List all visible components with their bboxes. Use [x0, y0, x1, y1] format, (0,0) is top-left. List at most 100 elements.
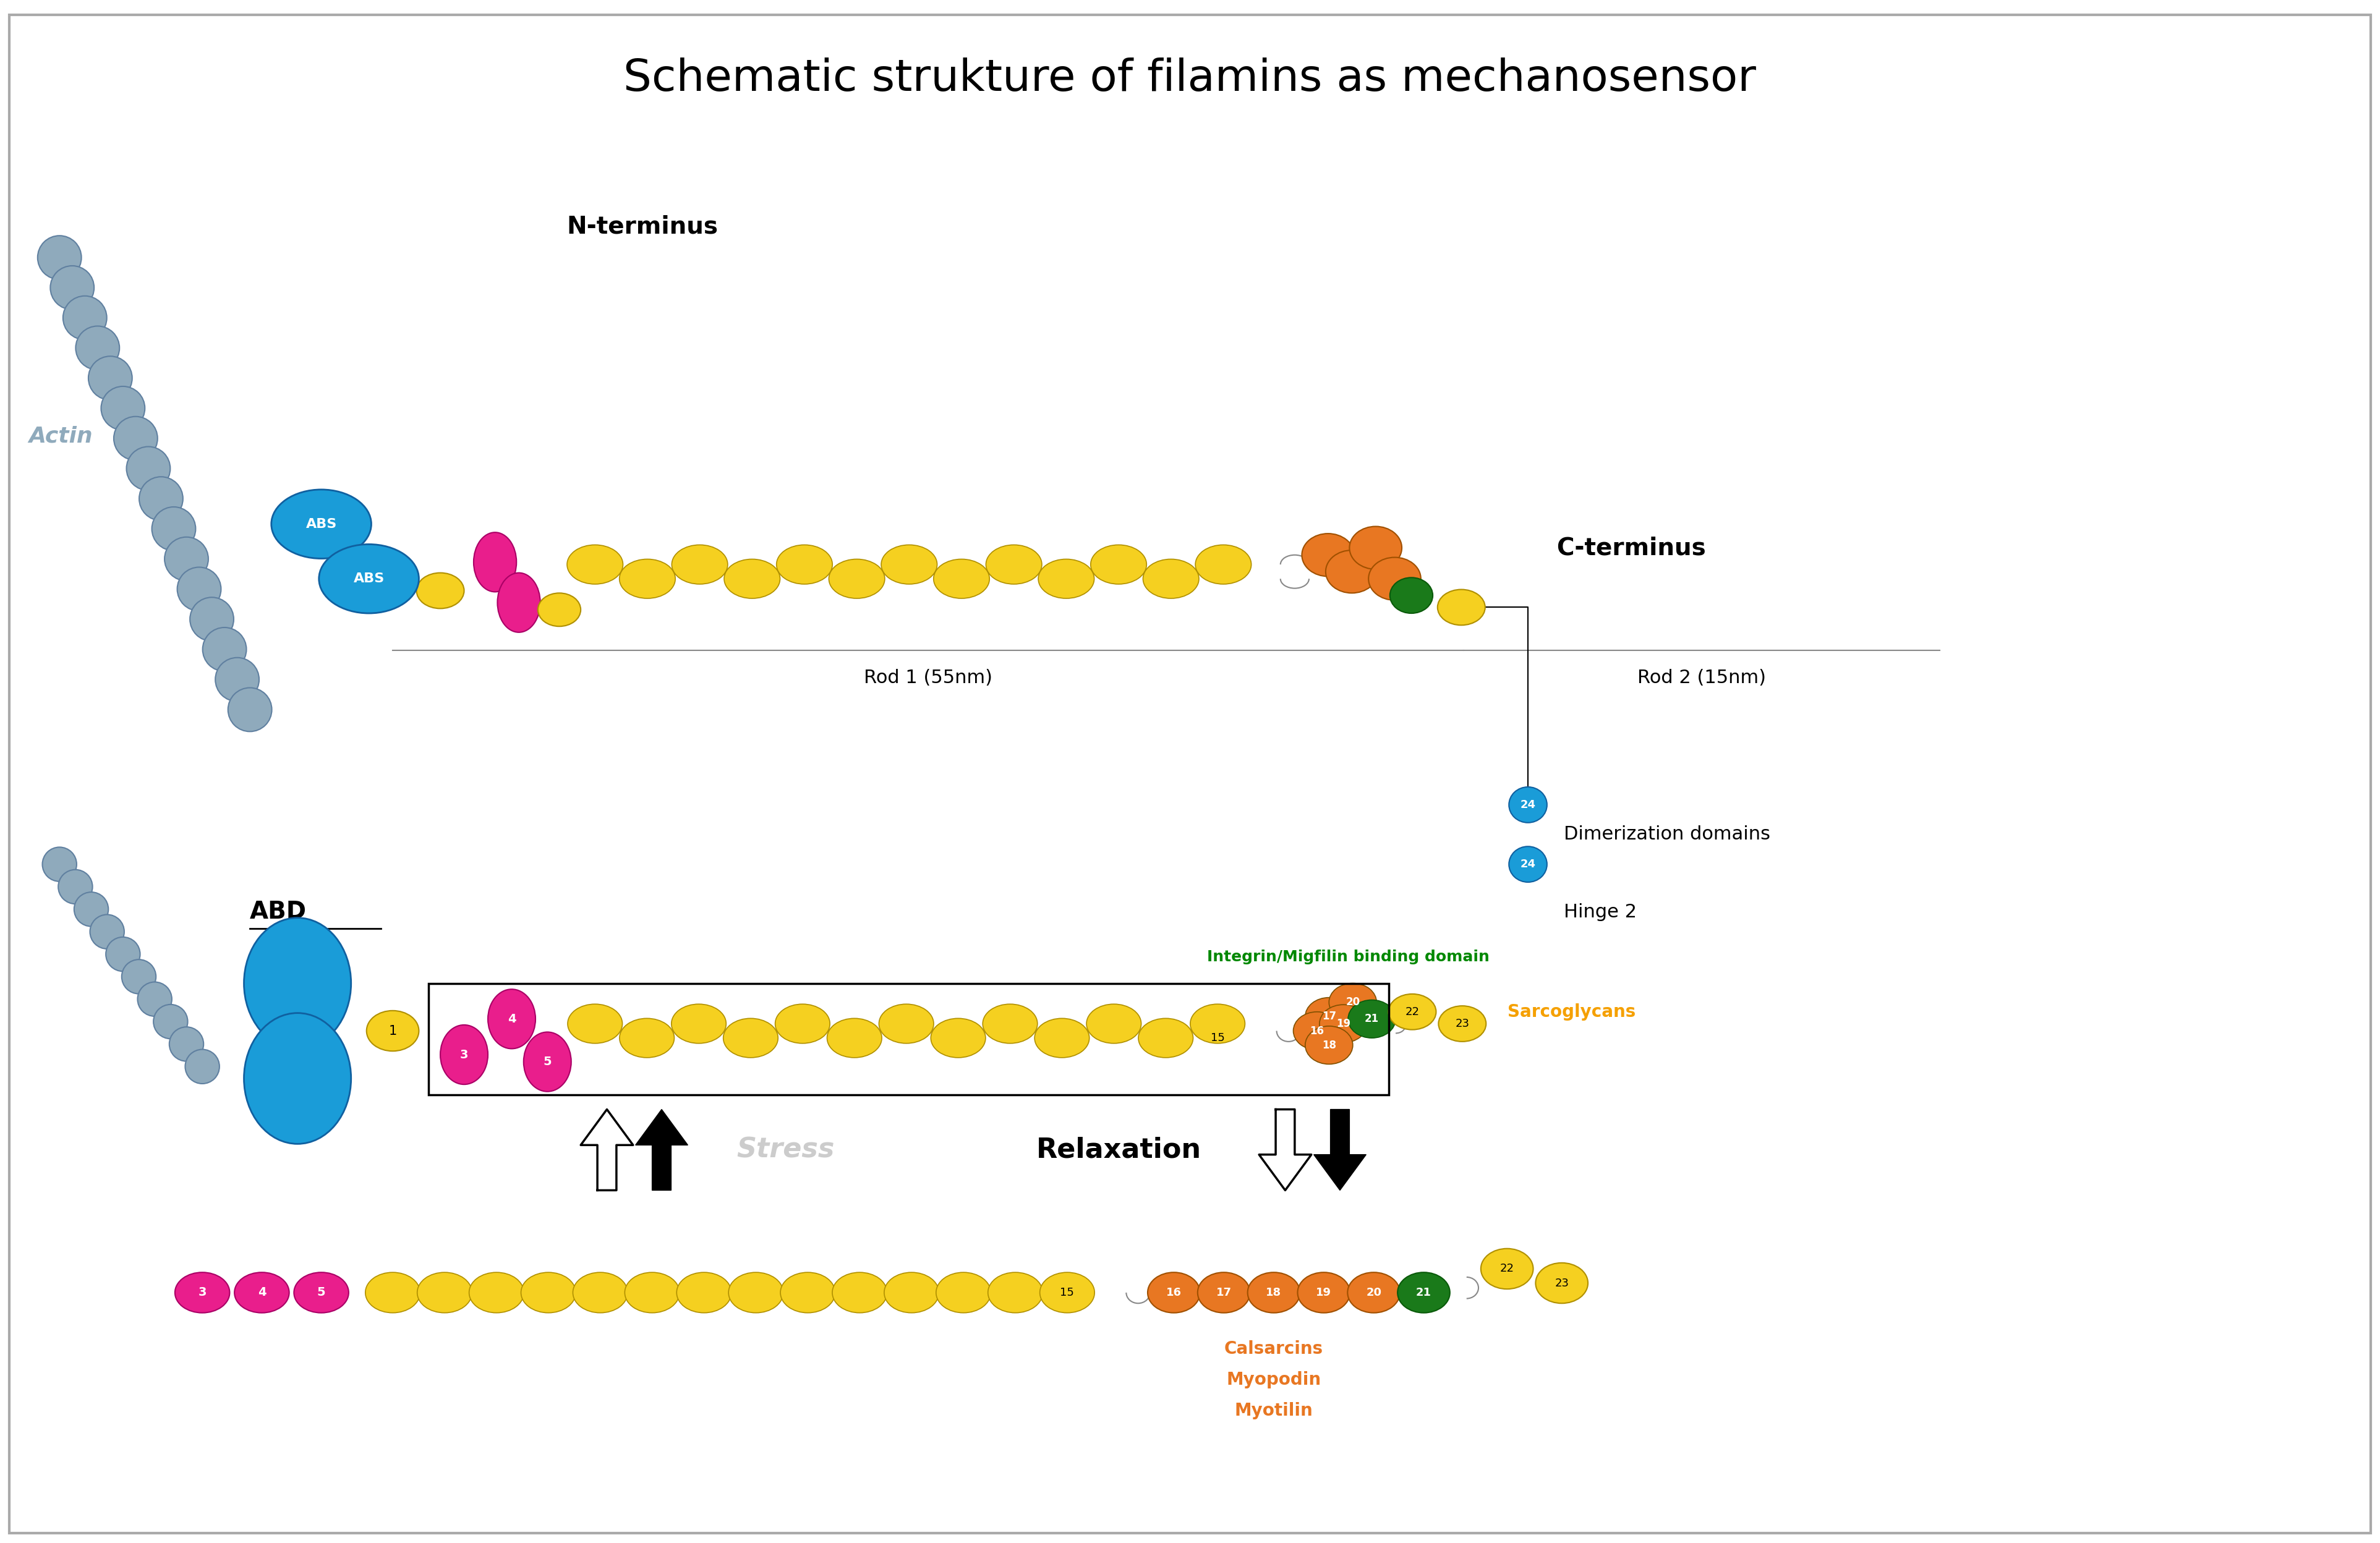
- Circle shape: [62, 296, 107, 339]
- Circle shape: [186, 1049, 219, 1083]
- Text: 3: 3: [459, 1049, 469, 1060]
- Ellipse shape: [1319, 1004, 1366, 1043]
- Text: 19: 19: [1316, 1287, 1330, 1298]
- Circle shape: [100, 386, 145, 430]
- Text: Dimerization domains: Dimerization domains: [1564, 826, 1771, 844]
- Text: 17: 17: [1321, 1011, 1335, 1021]
- Ellipse shape: [1304, 997, 1352, 1035]
- Ellipse shape: [367, 1273, 421, 1313]
- Ellipse shape: [245, 1014, 352, 1143]
- Ellipse shape: [176, 1273, 231, 1313]
- Ellipse shape: [524, 1032, 571, 1091]
- Ellipse shape: [776, 545, 833, 585]
- Text: 5: 5: [543, 1055, 552, 1068]
- Text: 16: 16: [1166, 1287, 1180, 1298]
- Ellipse shape: [833, 1273, 888, 1313]
- Ellipse shape: [1397, 1273, 1449, 1313]
- Ellipse shape: [776, 1004, 831, 1043]
- Text: 22: 22: [1404, 1006, 1418, 1017]
- Text: Actin: Actin: [29, 426, 93, 446]
- Text: ABD: ABD: [250, 900, 307, 924]
- Text: Sarcoglycans: Sarcoglycans: [1507, 1003, 1635, 1020]
- Polygon shape: [1314, 1109, 1366, 1190]
- Ellipse shape: [676, 1273, 731, 1313]
- Text: 21: 21: [1364, 1014, 1378, 1025]
- Ellipse shape: [566, 545, 624, 585]
- Circle shape: [152, 508, 195, 551]
- Ellipse shape: [474, 532, 516, 593]
- Ellipse shape: [497, 572, 540, 633]
- Ellipse shape: [1090, 545, 1147, 585]
- Ellipse shape: [1509, 847, 1547, 883]
- Circle shape: [43, 847, 76, 881]
- Circle shape: [121, 960, 157, 994]
- Ellipse shape: [1438, 1006, 1485, 1042]
- Text: 24: 24: [1521, 859, 1535, 870]
- Ellipse shape: [931, 1018, 985, 1057]
- Polygon shape: [635, 1109, 688, 1190]
- Text: ABS: ABS: [352, 572, 386, 585]
- Circle shape: [88, 356, 133, 400]
- Text: 20: 20: [1345, 997, 1359, 1008]
- Ellipse shape: [1297, 1273, 1349, 1313]
- Ellipse shape: [828, 1018, 883, 1057]
- Ellipse shape: [724, 559, 781, 599]
- Circle shape: [38, 236, 81, 279]
- Polygon shape: [1259, 1109, 1311, 1190]
- Text: 15: 15: [1059, 1287, 1073, 1298]
- Ellipse shape: [828, 559, 885, 599]
- Ellipse shape: [619, 559, 676, 599]
- Text: Schematic strukture of filamins as mechanosensor: Schematic strukture of filamins as mecha…: [624, 57, 1756, 100]
- Circle shape: [164, 537, 209, 580]
- Text: Hinge 2: Hinge 2: [1564, 903, 1637, 921]
- Ellipse shape: [1388, 994, 1435, 1029]
- Ellipse shape: [245, 918, 352, 1049]
- Polygon shape: [581, 1109, 633, 1190]
- Text: Calsarcins: Calsarcins: [1223, 1341, 1323, 1358]
- Circle shape: [214, 657, 259, 702]
- Circle shape: [138, 477, 183, 520]
- Text: Integrin/Migfilin binding domain: Integrin/Migfilin binding domain: [1207, 949, 1490, 964]
- Ellipse shape: [1035, 1018, 1090, 1057]
- Ellipse shape: [671, 545, 728, 585]
- Ellipse shape: [671, 1004, 726, 1043]
- Ellipse shape: [1328, 983, 1376, 1021]
- Ellipse shape: [1347, 1000, 1395, 1038]
- Ellipse shape: [878, 1004, 933, 1043]
- Ellipse shape: [1368, 557, 1421, 600]
- Circle shape: [74, 892, 109, 926]
- Text: 18: 18: [1266, 1287, 1280, 1298]
- Circle shape: [105, 937, 140, 971]
- Ellipse shape: [1195, 545, 1252, 585]
- Ellipse shape: [295, 1273, 350, 1313]
- Text: Relaxation: Relaxation: [1035, 1137, 1202, 1163]
- Text: N-terminus: N-terminus: [566, 214, 719, 239]
- Ellipse shape: [319, 545, 419, 613]
- Ellipse shape: [1302, 534, 1354, 577]
- Ellipse shape: [574, 1273, 628, 1313]
- Ellipse shape: [1292, 1012, 1340, 1049]
- Text: 24: 24: [1521, 799, 1535, 810]
- Text: 4: 4: [507, 1014, 516, 1025]
- Ellipse shape: [416, 572, 464, 608]
- Text: 23: 23: [1454, 1018, 1468, 1029]
- Ellipse shape: [1197, 1273, 1250, 1313]
- Ellipse shape: [1390, 577, 1433, 613]
- Circle shape: [190, 597, 233, 640]
- Ellipse shape: [935, 1273, 990, 1313]
- Circle shape: [76, 326, 119, 370]
- Ellipse shape: [1247, 1273, 1299, 1313]
- Ellipse shape: [1349, 526, 1402, 569]
- Ellipse shape: [538, 593, 581, 626]
- Text: 3: 3: [198, 1287, 207, 1299]
- Circle shape: [90, 915, 124, 949]
- Circle shape: [176, 568, 221, 611]
- Text: 22: 22: [1499, 1264, 1514, 1275]
- Ellipse shape: [569, 1004, 624, 1043]
- Ellipse shape: [1142, 559, 1200, 599]
- Ellipse shape: [367, 1011, 419, 1051]
- Ellipse shape: [271, 489, 371, 559]
- Text: Stress: Stress: [735, 1137, 835, 1163]
- Circle shape: [50, 265, 95, 310]
- Text: ABS: ABS: [305, 518, 338, 531]
